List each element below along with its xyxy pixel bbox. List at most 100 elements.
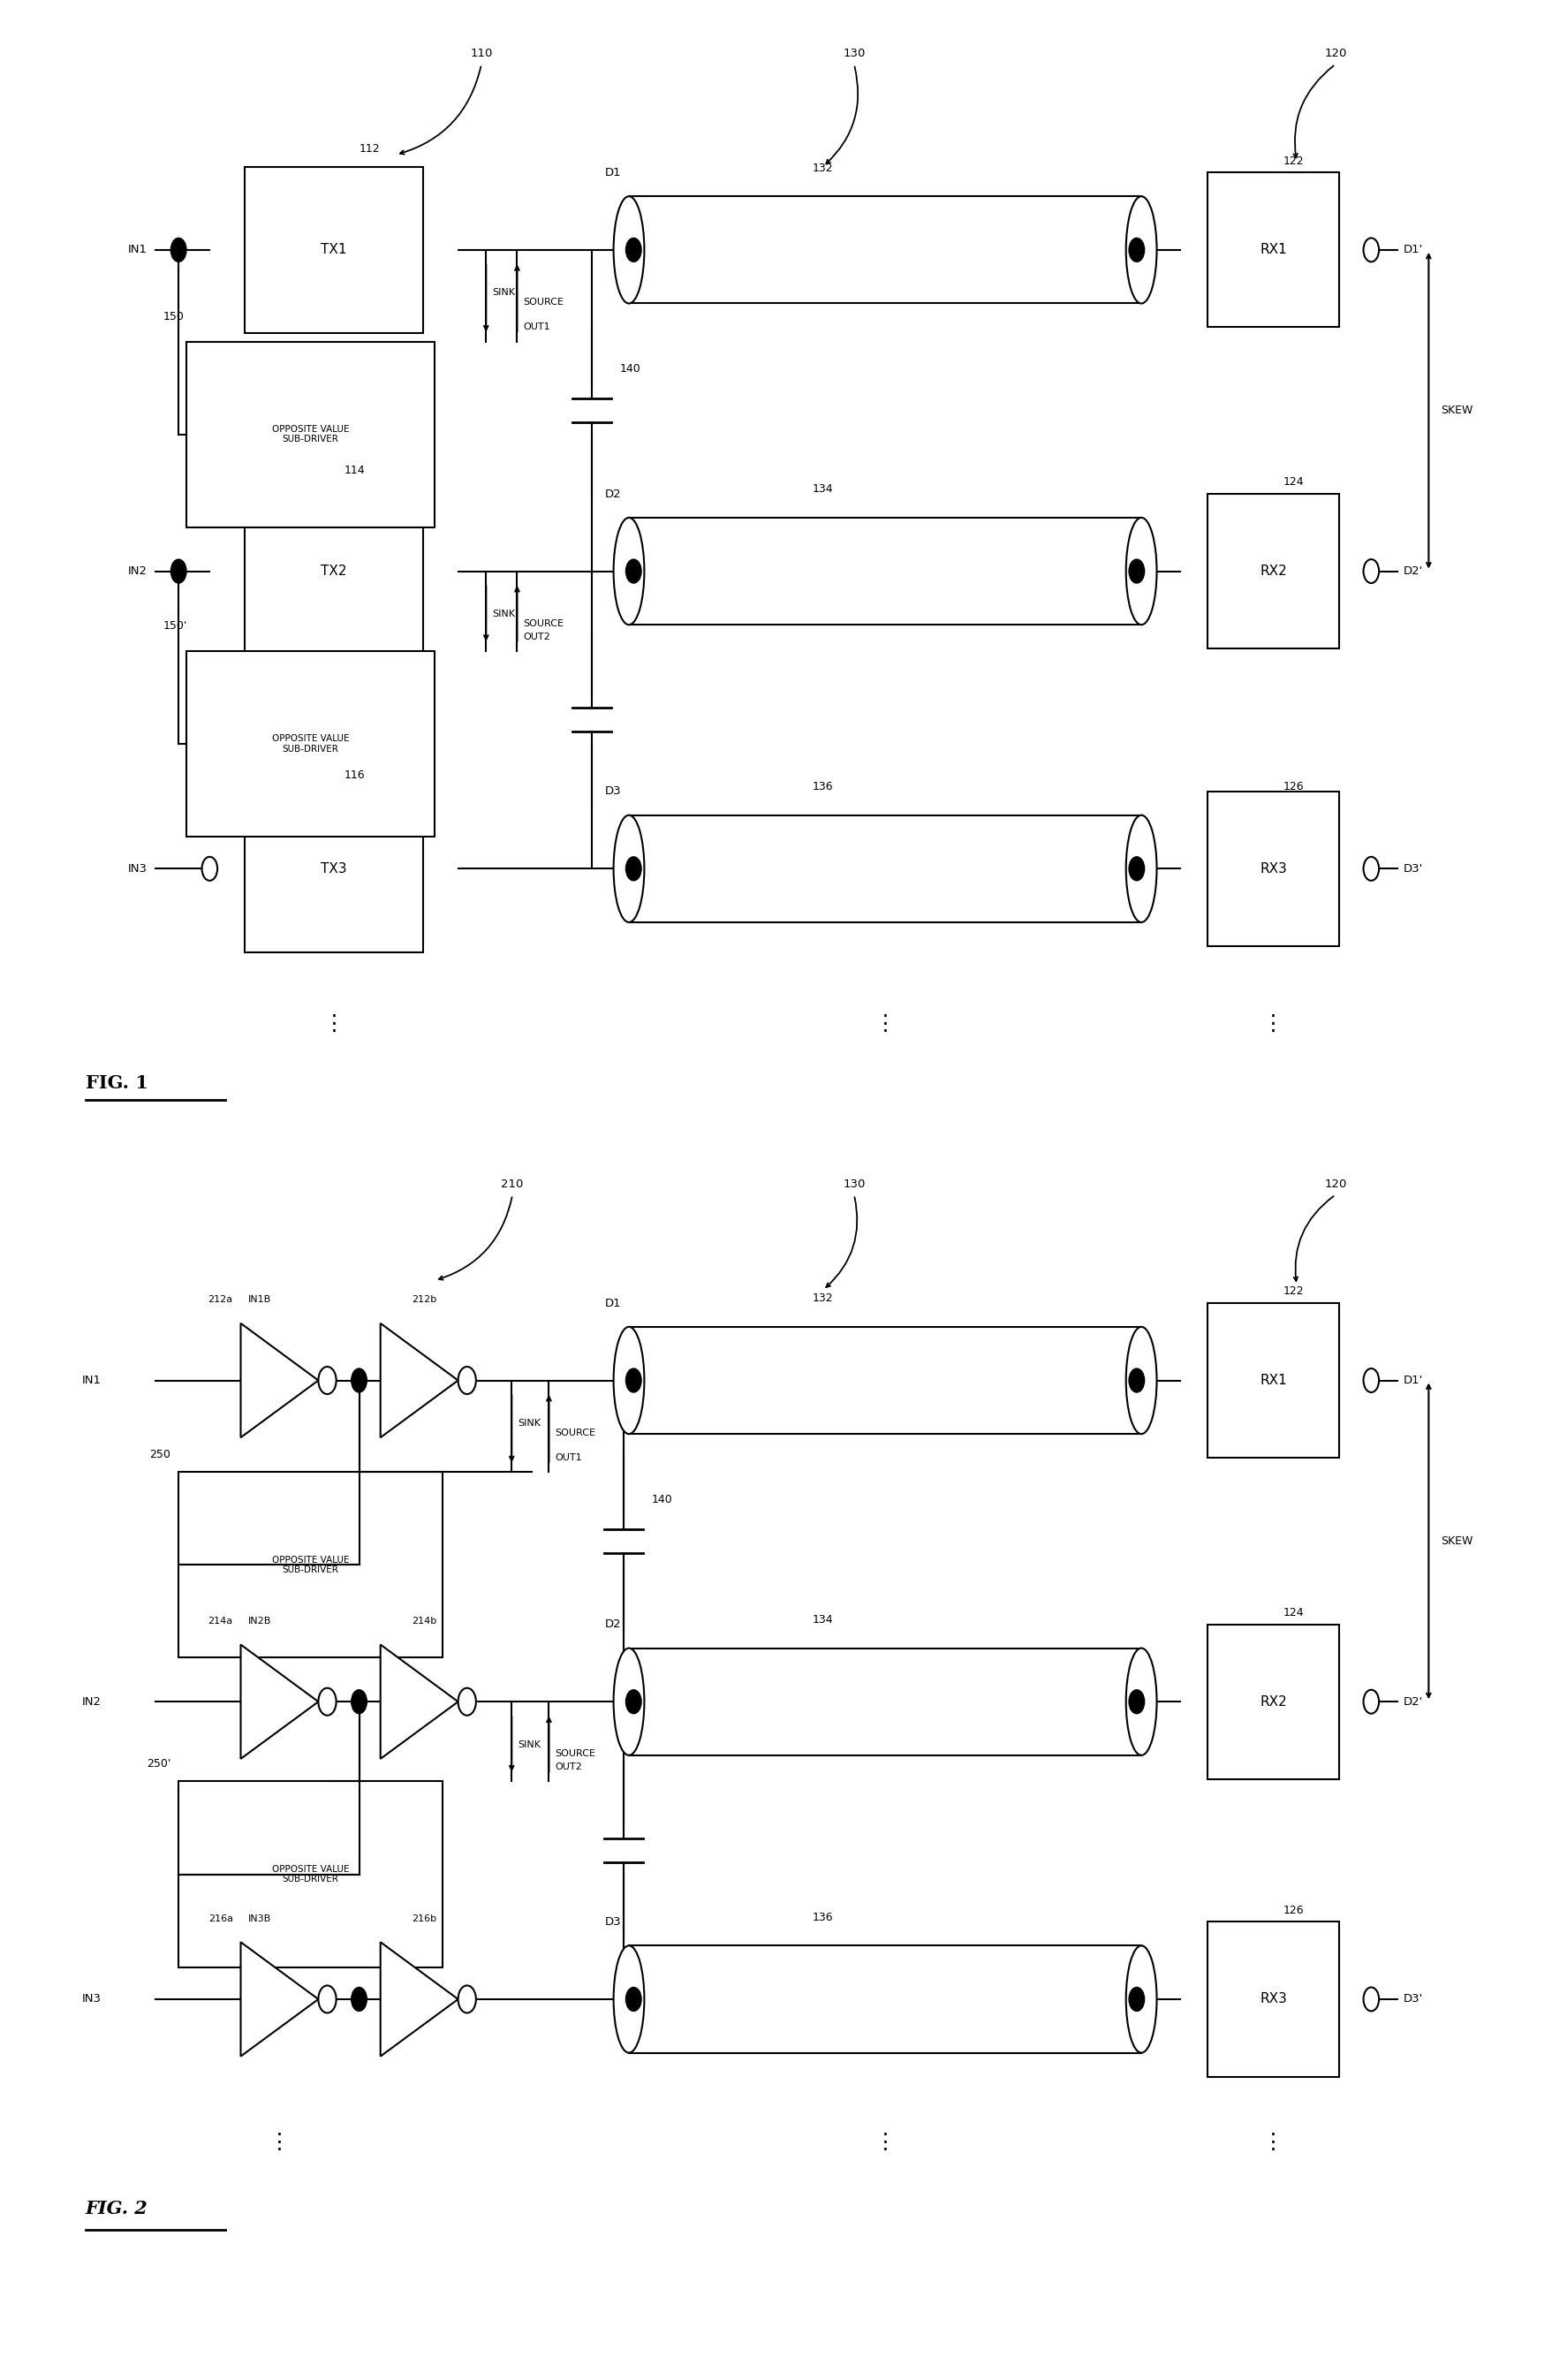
Circle shape <box>171 559 186 583</box>
Circle shape <box>1363 1690 1378 1714</box>
Circle shape <box>318 1687 337 1716</box>
Text: IN1: IN1 <box>81 1376 101 1385</box>
Polygon shape <box>241 1942 318 2056</box>
Text: 212a: 212a <box>208 1295 233 1304</box>
Text: 110: 110 <box>470 48 492 60</box>
Text: IN3B: IN3B <box>248 1914 272 1923</box>
Bar <box>1207 1626 1338 1780</box>
Polygon shape <box>380 1645 458 1759</box>
Bar <box>629 814 1141 921</box>
Bar <box>1207 1304 1338 1457</box>
Text: RX2: RX2 <box>1259 1695 1287 1709</box>
Text: ⋮: ⋮ <box>268 2132 290 2152</box>
Text: OUT2: OUT2 <box>554 1764 582 1771</box>
Text: TX1: TX1 <box>321 243 346 257</box>
Circle shape <box>1128 1690 1144 1714</box>
Text: RX3: RX3 <box>1259 1992 1287 2006</box>
Text: ⋮: ⋮ <box>1262 1014 1284 1033</box>
Ellipse shape <box>613 519 644 626</box>
Text: RX3: RX3 <box>1259 862 1287 876</box>
Text: OUT1: OUT1 <box>523 324 549 331</box>
Bar <box>629 1328 1141 1433</box>
Text: IN3: IN3 <box>81 1994 101 2004</box>
Polygon shape <box>241 1323 318 1438</box>
Text: 250': 250' <box>146 1759 171 1771</box>
Text: OPPOSITE VALUE
SUB-DRIVER: OPPOSITE VALUE SUB-DRIVER <box>272 733 349 754</box>
Text: 136: 136 <box>812 1911 833 1923</box>
Text: 130: 130 <box>843 1178 864 1190</box>
Circle shape <box>625 559 641 583</box>
Text: D1: D1 <box>604 167 621 178</box>
Circle shape <box>625 1368 641 1392</box>
Text: TX3: TX3 <box>321 862 346 876</box>
Text: 120: 120 <box>1324 48 1346 60</box>
Text: 134: 134 <box>812 1614 833 1626</box>
Circle shape <box>351 1690 366 1714</box>
Text: 214a: 214a <box>208 1616 233 1626</box>
Text: IN1: IN1 <box>127 245 147 255</box>
Text: SKEW: SKEW <box>1440 1535 1473 1547</box>
Ellipse shape <box>1125 1647 1156 1756</box>
Text: D2': D2' <box>1403 1697 1423 1706</box>
Text: OUT1: OUT1 <box>554 1454 582 1461</box>
Text: 130: 130 <box>843 48 864 60</box>
Bar <box>629 1947 1141 2052</box>
Text: FIG. 2: FIG. 2 <box>85 2199 147 2218</box>
Circle shape <box>458 1985 476 2013</box>
Text: OPPOSITE VALUE
SUB-DRIVER: OPPOSITE VALUE SUB-DRIVER <box>272 1554 349 1576</box>
Ellipse shape <box>613 1647 644 1756</box>
Circle shape <box>1363 559 1378 583</box>
Bar <box>629 1649 1141 1756</box>
Polygon shape <box>380 1942 458 2056</box>
Text: TX2: TX2 <box>321 564 346 578</box>
Text: D1: D1 <box>604 1297 621 1309</box>
Circle shape <box>1128 1368 1144 1392</box>
Text: 126: 126 <box>1284 781 1304 793</box>
Text: SINK: SINK <box>517 1740 540 1749</box>
Text: 140: 140 <box>650 1495 672 1507</box>
Circle shape <box>1363 238 1378 262</box>
Text: D2': D2' <box>1403 566 1423 576</box>
Bar <box>629 516 1141 626</box>
Text: IN2: IN2 <box>127 566 147 576</box>
Text: 140: 140 <box>619 364 641 374</box>
Text: ⋮: ⋮ <box>874 2132 896 2152</box>
Text: 150': 150' <box>163 621 188 631</box>
Text: SKEW: SKEW <box>1440 405 1473 416</box>
Circle shape <box>171 238 186 262</box>
Circle shape <box>1128 857 1144 881</box>
Text: OPPOSITE VALUE
SUB-DRIVER: OPPOSITE VALUE SUB-DRIVER <box>272 424 349 445</box>
Text: OUT2: OUT2 <box>523 633 549 640</box>
Text: RX1: RX1 <box>1259 1373 1287 1388</box>
Text: 122: 122 <box>1284 155 1304 167</box>
Bar <box>1207 174 1338 326</box>
Circle shape <box>458 1687 476 1716</box>
Circle shape <box>1128 238 1144 262</box>
Text: D2: D2 <box>604 1618 621 1630</box>
Text: IN1B: IN1B <box>248 1295 272 1304</box>
Text: SOURCE: SOURCE <box>523 619 563 628</box>
Text: 136: 136 <box>812 781 833 793</box>
Text: 150: 150 <box>163 312 185 321</box>
Circle shape <box>1128 1987 1144 2011</box>
Text: OPPOSITE VALUE
SUB-DRIVER: OPPOSITE VALUE SUB-DRIVER <box>272 1864 349 1885</box>
Bar <box>186 340 435 528</box>
Ellipse shape <box>1125 1328 1156 1433</box>
Text: 124: 124 <box>1284 476 1304 488</box>
Ellipse shape <box>1125 1947 1156 2052</box>
Ellipse shape <box>1125 519 1156 626</box>
Text: SOURCE: SOURCE <box>554 1749 596 1759</box>
Text: D3': D3' <box>1403 1994 1423 2004</box>
Polygon shape <box>380 1323 458 1438</box>
Text: 126: 126 <box>1284 1904 1304 1916</box>
Text: ⋮: ⋮ <box>323 1014 345 1033</box>
Polygon shape <box>241 1645 318 1759</box>
Ellipse shape <box>1125 198 1156 302</box>
Bar <box>178 1471 442 1656</box>
Bar <box>1207 495 1338 650</box>
Bar <box>1207 790 1338 947</box>
Text: 216a: 216a <box>208 1914 233 1923</box>
Circle shape <box>351 1987 366 2011</box>
Ellipse shape <box>613 1947 644 2052</box>
Bar <box>245 167 422 333</box>
